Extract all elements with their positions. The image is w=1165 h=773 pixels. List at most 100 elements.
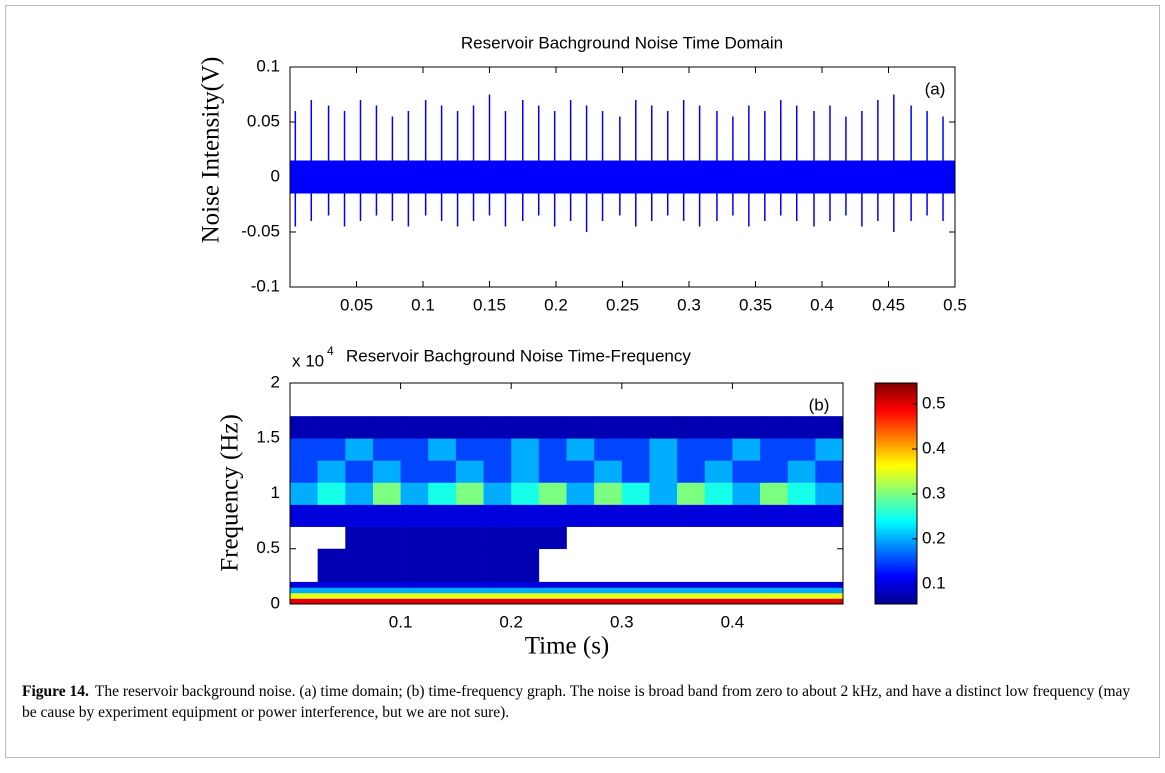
heat-cell bbox=[372, 548, 401, 583]
heat-cell bbox=[400, 598, 429, 605]
heat-cell bbox=[787, 460, 816, 483]
heat-cell bbox=[428, 587, 457, 594]
heat-cell bbox=[538, 416, 567, 439]
y-tick-label: 0 bbox=[271, 593, 280, 612]
heat-cell bbox=[455, 548, 484, 583]
heat-cell bbox=[345, 460, 374, 483]
heat-cell bbox=[815, 598, 844, 605]
heat-cell bbox=[594, 504, 623, 527]
heat-cell bbox=[566, 504, 595, 527]
heat-cell bbox=[566, 416, 595, 439]
heat-cell bbox=[345, 438, 374, 461]
heat-cell bbox=[455, 592, 484, 599]
heat-cell bbox=[483, 482, 512, 505]
annotation: (b) bbox=[809, 395, 830, 414]
heat-cell bbox=[400, 548, 429, 583]
heat-cell bbox=[594, 587, 623, 594]
heat-cell bbox=[483, 581, 512, 588]
heat-cell bbox=[455, 526, 484, 550]
heat-cell bbox=[704, 587, 733, 594]
heat-cell bbox=[290, 482, 318, 505]
x-tick-label: 0.4 bbox=[721, 612, 745, 631]
heat-cell bbox=[538, 504, 567, 527]
heat-cell bbox=[566, 587, 595, 594]
heat-cell bbox=[483, 548, 512, 583]
colorbar-tick-label: 0.1 bbox=[922, 573, 946, 592]
heat-cell bbox=[760, 598, 788, 605]
heat-cell bbox=[372, 482, 401, 505]
heat-cell bbox=[649, 581, 678, 588]
x-tick-label: 0.35 bbox=[739, 295, 772, 314]
heat-cell bbox=[428, 438, 457, 461]
heat-cell bbox=[815, 482, 844, 505]
heat-cell bbox=[345, 581, 374, 588]
heat-cell bbox=[704, 592, 733, 599]
heat-cell bbox=[400, 592, 429, 599]
heat-cell bbox=[649, 482, 678, 505]
heat-cell bbox=[621, 587, 650, 594]
x-axis-label: Time (s) bbox=[525, 633, 610, 660]
heat-cell bbox=[649, 504, 678, 527]
heat-cell bbox=[704, 504, 733, 527]
heat-cell bbox=[511, 438, 540, 461]
heat-cell bbox=[483, 416, 512, 439]
heat-cell bbox=[815, 504, 844, 527]
heat-cell bbox=[538, 592, 567, 599]
heat-cell bbox=[677, 592, 706, 599]
caption-text: The reservoir background noise. (a) time… bbox=[22, 683, 1131, 721]
heat-cell bbox=[732, 581, 761, 588]
chart-title: Reservoir Bachground Noise Time Domain bbox=[461, 33, 783, 52]
heat-cell bbox=[455, 416, 484, 439]
heat-cell bbox=[566, 460, 595, 483]
heat-cell bbox=[428, 504, 457, 527]
heat-cell bbox=[317, 592, 346, 599]
x-tick-label: 0.5 bbox=[943, 295, 967, 314]
heat-cell bbox=[290, 592, 318, 599]
heat-cell bbox=[704, 581, 733, 588]
heat-cell bbox=[787, 482, 816, 505]
heat-cell bbox=[345, 416, 374, 439]
y-tick-label: 2 bbox=[271, 372, 280, 391]
x-tick-label: 0.3 bbox=[677, 295, 701, 314]
heat-cell bbox=[649, 592, 678, 599]
heat-cell bbox=[483, 438, 512, 461]
heat-cell bbox=[649, 598, 678, 605]
heat-cell bbox=[621, 598, 650, 605]
heat-cell bbox=[290, 460, 318, 483]
heat-cell bbox=[787, 416, 816, 439]
y-tick-label: 0 bbox=[271, 166, 280, 185]
heat-cell bbox=[787, 592, 816, 599]
heat-cell bbox=[538, 598, 567, 605]
colorbar bbox=[874, 382, 918, 605]
heat-cell bbox=[538, 587, 567, 594]
heat-cell bbox=[511, 548, 540, 583]
heat-cell bbox=[815, 587, 844, 594]
heat-cell bbox=[483, 598, 512, 605]
heat-cell bbox=[677, 587, 706, 594]
heat-cell bbox=[455, 587, 484, 594]
heat-cell bbox=[290, 587, 318, 594]
heat-cell bbox=[815, 438, 844, 461]
heat-cell bbox=[566, 438, 595, 461]
heat-cell bbox=[428, 581, 457, 588]
caption: Figure 14. The reservoir background noise… bbox=[22, 681, 1142, 723]
chart-title: Reservoir Bachground Noise Time-Frequenc… bbox=[346, 346, 691, 365]
heat-cell bbox=[400, 460, 429, 483]
heat-cell bbox=[677, 438, 706, 461]
heat-cell bbox=[677, 581, 706, 588]
colorbar-tick-label: 0.2 bbox=[922, 528, 946, 547]
colorbar-tick-label: 0.5 bbox=[922, 394, 946, 413]
heat-cell bbox=[511, 460, 540, 483]
heat-cell bbox=[815, 460, 844, 483]
heat-cell bbox=[428, 416, 457, 439]
noise-band bbox=[290, 160, 955, 194]
heat-cell bbox=[649, 416, 678, 439]
y-multiplier-exponent: 4 bbox=[327, 344, 334, 358]
heat-cell bbox=[400, 581, 429, 588]
y-axis-label: Frequency (Hz) bbox=[217, 414, 244, 572]
heat-cell bbox=[317, 460, 346, 483]
heat-cell bbox=[372, 438, 401, 461]
y-tick-label: 0.5 bbox=[256, 538, 280, 557]
heat-cell bbox=[566, 598, 595, 605]
